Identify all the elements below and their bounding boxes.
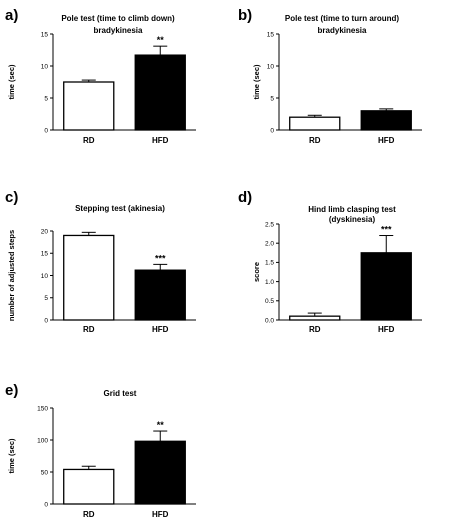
panel-c-title: Stepping test (akinesia): [75, 204, 165, 213]
panel-b-bar-hfd: [360, 110, 412, 131]
panel-c-label: c): [5, 189, 18, 206]
panel-a-y-axis-label: time (sec): [7, 64, 16, 100]
panel-e-label: e): [5, 382, 18, 399]
panel-d-subtitle: (dyskinesia): [329, 215, 376, 224]
panel-d-bar-rd: [289, 315, 341, 321]
panel-e-y-tick-label: 50: [41, 469, 49, 476]
panel-e-category-label: RD: [83, 510, 95, 519]
panel-d-y-tick-label: 2.0: [265, 241, 274, 248]
panel-b-y-tick-label: 5: [270, 95, 274, 102]
panel-a-category-label: HFD: [152, 136, 169, 145]
panel-e-y-tick-label: 100: [37, 437, 48, 444]
panel-a-significance-hfd: **: [157, 35, 165, 45]
panel-c-y-tick-label: 5: [44, 295, 48, 302]
panel-a-category-label: RD: [83, 136, 95, 145]
panel-d-bar-hfd: [360, 252, 412, 321]
panel-c-significance-hfd: ***: [155, 253, 166, 263]
panel-a-title: Pole test (time to climb down): [61, 14, 175, 23]
panel-e-y-axis-label: time (sec): [7, 438, 16, 474]
panel-e-y-tick-label: 150: [37, 405, 48, 412]
panel-b-y-axis-label: time (sec): [252, 64, 261, 100]
panel-a-bar-hfd: [134, 54, 186, 131]
panel-d-category-label: HFD: [378, 325, 395, 334]
panel-b-subtitle: bradykinesia: [318, 26, 367, 35]
panel-c-bar-hfd: [134, 269, 186, 321]
panel-c-y-tick-label: 10: [41, 273, 49, 280]
panel-a-subtitle: bradykinesia: [94, 26, 143, 35]
panel-d-category-label: RD: [309, 325, 321, 334]
panel-b-category-label: RD: [309, 136, 321, 145]
panel-a-bar-rd: [63, 81, 115, 131]
panel-a-y-tick-label: 5: [44, 95, 48, 102]
panel-b-bar-rd: [289, 116, 341, 131]
panel-d-significance-hfd: ***: [381, 225, 392, 235]
panel-d-y-axis-label: score: [252, 262, 261, 282]
panel-a-y-tick-label: 10: [41, 63, 49, 70]
panel-d-y-tick-label: 1.5: [265, 260, 274, 267]
panel-c-y-tick-label: 15: [41, 251, 49, 258]
panel-a-y-tick-label: 15: [41, 31, 49, 38]
panel-d-y-tick-label: 2.5: [265, 221, 274, 228]
panel-c-y-tick-label: 20: [41, 228, 49, 235]
panel-d-y-tick-label: 0.5: [265, 298, 274, 305]
panel-e-bar-hfd: [134, 440, 186, 505]
panel-e-bar-rd: [63, 468, 115, 505]
panel-e-y-tick-label: 0: [44, 501, 48, 508]
panel-b-title: Pole test (time to turn around): [285, 14, 400, 23]
panel-d-y-tick-label: 1.0: [265, 279, 274, 286]
panel-c-category-label: HFD: [152, 325, 169, 334]
panel-d-y-tick-label: 0.0: [265, 317, 274, 324]
panel-d-title: Hind limb clasping test: [308, 205, 396, 214]
panel-e-category-label: HFD: [152, 510, 169, 519]
panel-d-label: d): [238, 189, 252, 206]
panel-c-y-axis-label: number of adjusted steps: [7, 230, 16, 321]
panel-b-label: b): [238, 7, 252, 24]
panel-c-y-tick-label: 0: [44, 317, 48, 324]
panel-b-category-label: HFD: [378, 136, 395, 145]
panel-e-title: Grid test: [104, 389, 137, 398]
panel-b-y-tick-label: 15: [267, 31, 275, 38]
panel-a-label: a): [5, 7, 18, 24]
panel-c-category-label: RD: [83, 325, 95, 334]
panel-b-y-tick-label: 10: [267, 63, 275, 70]
panel-e-significance-hfd: **: [157, 420, 165, 430]
panel-b-y-tick-label: 0: [270, 127, 274, 134]
panel-c-bar-rd: [63, 234, 115, 321]
panel-a-y-tick-label: 0: [44, 127, 48, 134]
